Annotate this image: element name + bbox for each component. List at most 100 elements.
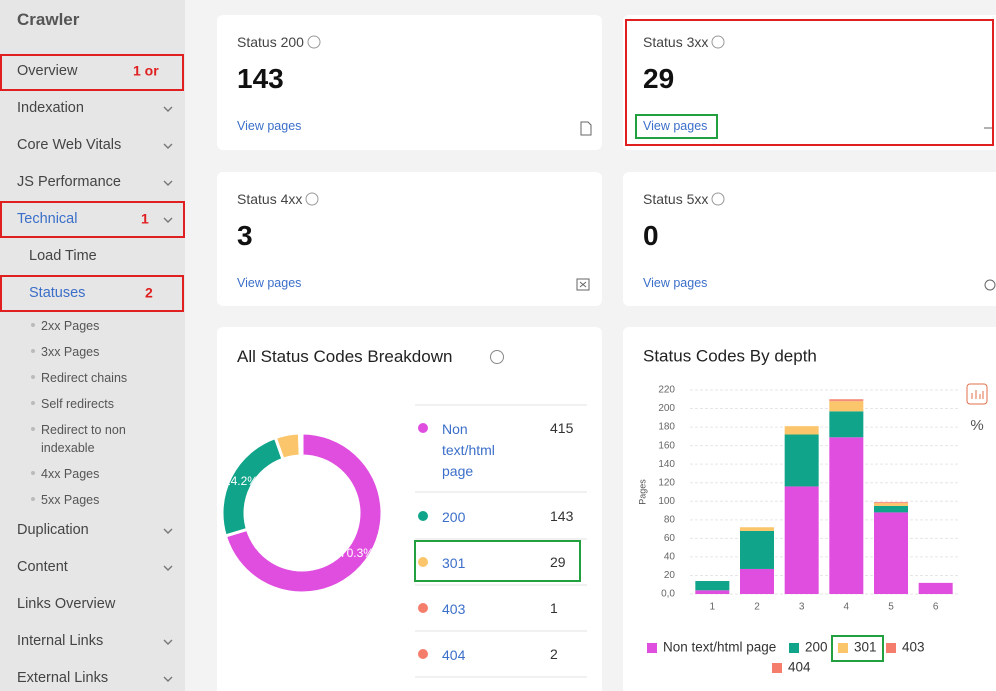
chevron [163,143,173,149]
bar-segment [784,426,819,435]
nav-item[interactable]: Load Time [29,248,97,264]
nav-item[interactable]: Core Web Vitals [17,137,122,153]
status-count: 415 [550,420,574,436]
legend-swatch [838,643,848,653]
status-count: 2 [550,646,558,662]
nav-bullet [31,497,35,501]
nav-item[interactable]: Duplication [17,522,89,538]
legend-label: Non text/html page [663,640,776,655]
sidebar: Crawler Overview Indexation Core Web Vital… [0,0,185,691]
chevron [163,639,173,645]
card-value: 143 [237,63,284,94]
chevron [163,217,173,223]
bar-segment [740,530,774,569]
nav-item[interactable]: Links Overview [17,596,116,612]
bar-segment [918,582,953,594]
bar-segment [829,437,864,594]
nav-item[interactable]: Self redirects [41,397,114,411]
card-value: 29 [643,63,675,94]
info-icon [711,35,725,49]
nav-item[interactable]: JS Performance [17,174,121,190]
bar-segment [874,505,908,513]
legend-swatch [886,643,896,653]
card-label: Status 5xx [643,191,709,207]
view-pages-link[interactable]: View pages [643,119,708,133]
nav-item[interactable]: 4xx Pages [41,467,100,481]
nav-item[interactable]: 2xx Pages [41,319,100,333]
bar-segment [740,568,774,594]
bug-icon [984,279,996,291]
nav-item[interactable]: Statuses [29,285,86,301]
nav-item[interactable]: Content [17,559,68,575]
nav-item[interactable]: Technical [17,211,78,227]
bar-segment [874,512,908,594]
bar-segment [784,434,819,487]
status-name[interactable]: 403 [442,601,466,617]
bar-segment [695,581,730,591]
y-tick-label: 80 [664,514,676,525]
y-tick-label: 60 [664,533,676,544]
y-tick-label: 220 [658,385,675,396]
legend-dot [418,423,428,433]
donut-slice [298,431,304,458]
status-name[interactable]: 404 [442,647,466,663]
view-pages-link[interactable]: View pages [237,119,302,133]
nav-item[interactable]: Redirect to non indexable [41,423,126,455]
bar-segment [874,503,908,506]
nav-item[interactable]: Indexation [17,100,84,116]
bar-segment [829,411,864,438]
annotation-box [414,540,581,582]
card-label: Status 4xx [237,191,303,207]
nav-item[interactable]: 3xx Pages [41,345,100,359]
chart-icon[interactable] [966,383,988,405]
view-pages-link[interactable]: View pages [643,276,708,290]
status-name[interactable]: 301 [442,555,466,571]
y-tick-label: 160 [658,440,675,451]
nav-item[interactable]: Redirect chains [41,371,128,385]
chart-title: Status Codes By depth [643,346,817,365]
doc-icon [580,121,592,136]
nav-item[interactable]: Internal Links [17,633,104,649]
status-count: 29 [550,554,566,570]
x-tick-label: 4 [844,602,850,613]
annotation-label: 1 [141,211,149,227]
nav-bullet [31,375,35,379]
status-name[interactable]: Non text/html page [442,421,495,479]
chevron [163,676,173,682]
card [623,172,996,306]
slice-label: 24.2% [224,474,258,488]
x-tick-label: 3 [799,602,805,613]
nav-bullet [31,427,35,431]
nav-item[interactable]: Overview [17,63,78,79]
toggle-label: % [970,417,983,434]
chevron [163,565,173,571]
bar-segment [784,486,819,594]
x-tick-label: 5 [888,602,894,613]
card-label: Status 200 [237,34,304,50]
bar-segment [829,400,864,402]
status-count: 143 [550,508,574,524]
status-name[interactable]: 200 [442,509,466,525]
card-value: 0 [643,220,659,251]
y-tick-label: 100 [658,496,675,507]
annotation-box [0,201,185,238]
nav-item[interactable]: 5xx Pages [41,493,100,507]
bar-segment [695,590,730,594]
legend-swatch [647,643,657,653]
view-pages-link[interactable]: View pages [237,276,302,290]
info-icon [307,35,321,49]
annotation-box [635,114,718,139]
legend-dot [418,557,428,567]
nav-bullet [31,401,35,405]
annotation-label: 2 [145,285,153,301]
nav-bullet [31,471,35,475]
y-axis-label: Pages [637,479,647,505]
x-tick-label: 2 [754,602,760,613]
bar-segment [829,399,864,401]
card [623,15,996,150]
y-tick-label: 20 [664,570,676,581]
nav-item[interactable]: External Links [17,670,109,686]
chart-icon-bars [971,390,984,399]
